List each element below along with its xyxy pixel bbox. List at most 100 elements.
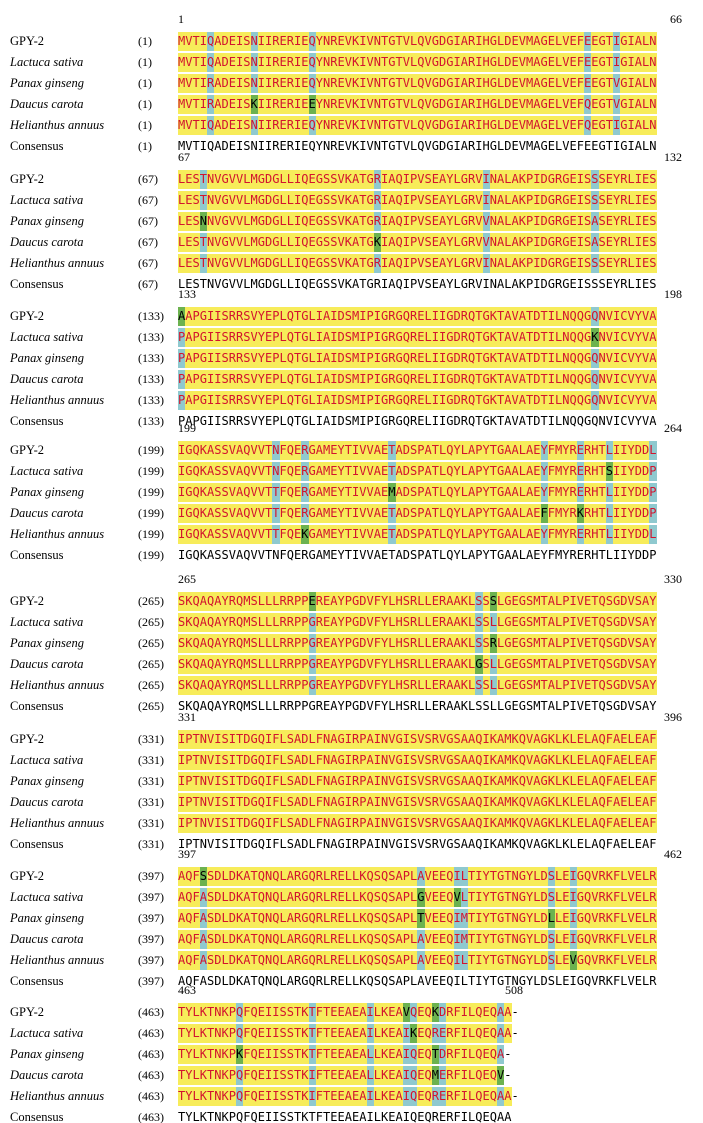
sequence-row: Lactuca sativa (67) LESTNVGVVLMGDGLLIQEGSS… bbox=[0, 191, 703, 210]
residue: A bbox=[344, 1024, 352, 1043]
residue: E bbox=[265, 414, 273, 428]
residue: S bbox=[373, 930, 381, 949]
residue: S bbox=[634, 676, 642, 695]
residue: T bbox=[207, 1087, 215, 1106]
residue: T bbox=[381, 74, 389, 93]
residue: L bbox=[323, 867, 331, 886]
residue: S bbox=[286, 1003, 294, 1022]
residue: I bbox=[265, 95, 273, 114]
residue: L bbox=[192, 1045, 200, 1064]
residue: E bbox=[439, 1024, 447, 1043]
residue: V bbox=[511, 307, 519, 326]
residue: I bbox=[402, 730, 410, 749]
residue: Q bbox=[395, 212, 403, 231]
residue: I bbox=[439, 349, 447, 368]
residue: L bbox=[424, 414, 432, 428]
residue: L bbox=[533, 930, 541, 949]
residue: L bbox=[439, 504, 447, 523]
residue: L bbox=[265, 699, 273, 713]
residue: N bbox=[373, 95, 381, 114]
residue: Y bbox=[453, 548, 461, 562]
residue: V bbox=[417, 277, 425, 291]
residue: G bbox=[446, 837, 454, 851]
residue: R bbox=[352, 751, 360, 770]
residue: Q bbox=[475, 751, 483, 770]
residue: A bbox=[373, 441, 381, 460]
residue: F bbox=[279, 504, 287, 523]
residue: N bbox=[207, 170, 215, 189]
residue: L bbox=[555, 814, 563, 833]
residue: - bbox=[511, 1087, 519, 1106]
residue: I bbox=[569, 974, 577, 988]
sequence-offset: (463) bbox=[138, 1047, 164, 1061]
residue: V bbox=[424, 909, 432, 928]
residue: Q bbox=[598, 655, 606, 674]
residue: G bbox=[446, 793, 454, 812]
residue-sequence: IGQKASSVAQVVTTFQERGAMEYTIVVAEMADSPATLQYL… bbox=[178, 483, 657, 502]
residue: Y bbox=[337, 634, 345, 653]
residue: L bbox=[286, 170, 294, 189]
residue: V bbox=[526, 772, 534, 791]
residue: L bbox=[497, 74, 505, 93]
residue: Y bbox=[446, 212, 454, 231]
residue: A bbox=[315, 525, 323, 544]
residue: E bbox=[431, 909, 439, 928]
residue: E bbox=[642, 170, 650, 189]
block-start-position: 265 bbox=[178, 572, 196, 586]
residue: R bbox=[555, 277, 563, 291]
residue: I bbox=[402, 1024, 410, 1043]
residue: I bbox=[352, 548, 360, 562]
residue: N bbox=[214, 1110, 222, 1123]
residue: I bbox=[359, 391, 367, 410]
residue: V bbox=[642, 414, 650, 428]
residue: R bbox=[228, 370, 236, 389]
residue: S bbox=[330, 233, 338, 252]
residue: T bbox=[540, 414, 548, 428]
sequence-offset: (397) bbox=[138, 953, 164, 967]
sequence-offset: (331) bbox=[138, 816, 164, 830]
residue: E bbox=[337, 1087, 345, 1106]
residue: I bbox=[228, 793, 236, 812]
residue: L bbox=[460, 888, 468, 907]
residue: K bbox=[547, 730, 555, 749]
residue: R bbox=[431, 730, 439, 749]
residue: A bbox=[323, 391, 331, 410]
block-end-position: 508 bbox=[505, 983, 523, 997]
residue: G bbox=[562, 254, 570, 273]
residue: Q bbox=[395, 233, 403, 252]
residue: E bbox=[569, 32, 577, 51]
residue: V bbox=[344, 74, 352, 93]
residue: Q bbox=[381, 951, 389, 970]
residue: L bbox=[555, 592, 563, 611]
residue: V bbox=[185, 95, 193, 114]
residue-sequence: PAPGIISRRSVYEPLQTGLIAIDSMIPIGRGQRELIIGDR… bbox=[178, 370, 657, 389]
residue: G bbox=[446, 730, 454, 749]
residue: I bbox=[359, 116, 367, 135]
residue: I bbox=[294, 32, 302, 51]
residue: M bbox=[178, 139, 186, 153]
residue: A bbox=[446, 634, 454, 653]
residue: K bbox=[250, 95, 258, 114]
residue: N bbox=[598, 307, 606, 326]
residue: K bbox=[591, 328, 599, 347]
residue: K bbox=[352, 95, 360, 114]
residue: V bbox=[591, 888, 599, 907]
residue: A bbox=[199, 930, 207, 949]
residue: L bbox=[286, 212, 294, 231]
residue: M bbox=[243, 676, 251, 695]
residue: A bbox=[460, 837, 468, 851]
residue: E bbox=[569, 170, 577, 189]
sequence-offset: (265) bbox=[138, 678, 164, 692]
residue: D bbox=[439, 53, 447, 72]
residue: A bbox=[642, 751, 650, 770]
residue: A bbox=[497, 837, 505, 851]
residue: G bbox=[497, 441, 505, 460]
residue: I bbox=[613, 441, 621, 460]
residue: Y bbox=[221, 655, 229, 674]
sequence-offset: (397) bbox=[138, 911, 164, 925]
sequence-name: Daucus carota bbox=[10, 372, 84, 386]
residue: K bbox=[185, 634, 193, 653]
residue: E bbox=[576, 441, 584, 460]
residue: I bbox=[344, 837, 352, 851]
residue: Q bbox=[301, 191, 309, 210]
